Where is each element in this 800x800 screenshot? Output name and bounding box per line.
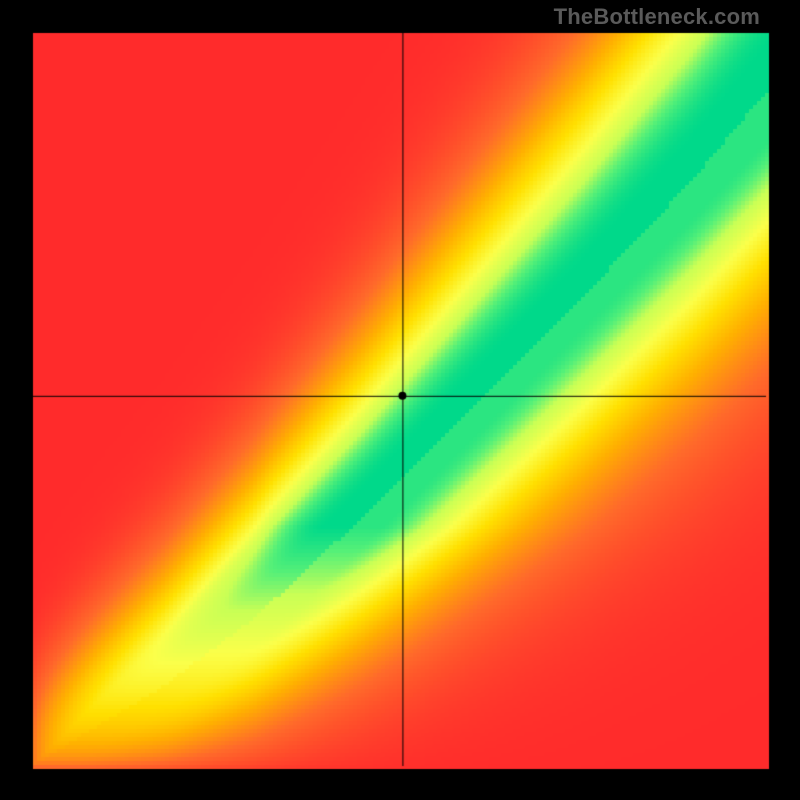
- watermark-text: TheBottleneck.com: [554, 4, 760, 30]
- chart-container: TheBottleneck.com: [0, 0, 800, 800]
- bottleneck-heatmap-canvas: [0, 0, 800, 800]
